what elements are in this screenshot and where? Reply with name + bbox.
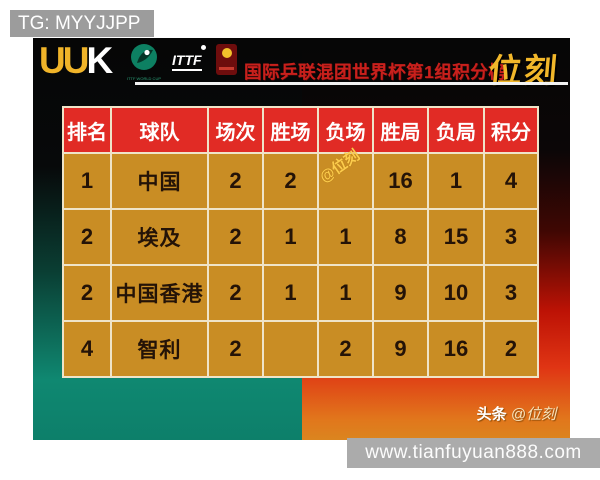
badge-medal-icon [221, 48, 232, 58]
credit-handle: @位刻 [510, 406, 556, 423]
red-badge-icon [216, 44, 237, 75]
footer-credit: 头条 @位刻 [477, 403, 556, 424]
table-cell-rank: 2 [64, 266, 110, 320]
table-cell: @位刻 [317, 147, 372, 208]
col-header-games-lost: 负局 [429, 108, 483, 152]
tg-label: TG: MYYJJPP [18, 12, 141, 34]
table-cell: 1 [264, 266, 317, 320]
table-cell-points: 2 [485, 322, 537, 376]
table-cell: 1 [264, 210, 317, 264]
table-cell: 10 [429, 266, 483, 320]
table-cell-team: 中国 [112, 154, 207, 208]
table-cell-rank: 1 [64, 154, 110, 208]
poster-title: 国际乒联混团世界杯第1组积分榜 [244, 62, 507, 82]
table-cell: 15 [429, 210, 483, 264]
worldcup-caption: ITTF WORLD CUP [127, 76, 161, 81]
table-cell: 2 [209, 322, 262, 376]
credit-source: 头条 [476, 406, 507, 423]
table-cell-team: 智利 [112, 322, 207, 376]
ittf-logo: ITTF [172, 45, 206, 71]
standings-table: 排名 球队 场次 胜场 负场 胜局 负局 积分 1 中国 2 2 @位刻 16 … [62, 106, 539, 378]
table-tennis-ball-icon [200, 45, 206, 50]
table-cell-points: 4 [485, 154, 537, 208]
uuk-logo: UUK [39, 40, 113, 82]
table-cell-rank: 4 [64, 322, 110, 376]
badge-text-strip [219, 67, 234, 70]
table-cell-rank: 2 [64, 210, 110, 264]
table-cell: 1 [319, 266, 372, 320]
table-cell: 1 [319, 210, 372, 264]
table-cell-points: 3 [485, 210, 537, 264]
col-header-points: 积分 [485, 108, 537, 152]
worldcup-circle-icon [131, 44, 157, 70]
table-cell: 2 [209, 154, 262, 208]
uuk-logo-white-part: K [86, 40, 113, 81]
table-cell-points: 3 [485, 266, 537, 320]
table-cell: 9 [374, 322, 427, 376]
col-header-losses: 负场 [319, 108, 372, 152]
poster-header: UUK ITTF WORLD CUP ITTF 国际乒联混团世界杯第1组积分榜 [33, 38, 570, 106]
col-header-rank: 排名 [64, 108, 110, 152]
table-cell: 2 [264, 154, 317, 208]
header-divider-line [135, 82, 568, 85]
table-cell: 2 [209, 266, 262, 320]
website-url: www.tianfuyuan888.com [365, 442, 582, 463]
website-bar: www.tianfuyuan888.com [347, 438, 600, 468]
col-header-wins: 胜场 [264, 108, 317, 152]
table-cell-team: 埃及 [112, 210, 207, 264]
uuk-logo-yellow-part: UU [39, 40, 89, 81]
ittf-worldcup-logo: ITTF WORLD CUP [126, 43, 162, 81]
col-header-games-won: 胜局 [374, 108, 427, 152]
col-header-matches: 场次 [209, 108, 262, 152]
table-cell: 1 [429, 154, 483, 208]
standings-poster: UUK ITTF WORLD CUP ITTF 国际乒联混团世界杯第1组积分榜 [33, 38, 570, 440]
table-cell: 8 [374, 210, 427, 264]
table-cell [264, 322, 317, 376]
tg-watermark-bar: TG: MYYJJPP [10, 10, 155, 37]
table-cell: 2 [319, 322, 372, 376]
table-cell: 16 [374, 154, 427, 208]
table-cell: 9 [374, 266, 427, 320]
table-cell: 2 [209, 210, 262, 264]
table-cell: 16 [429, 322, 483, 376]
table-cell-team: 中国香港 [112, 266, 207, 320]
ittf-logo-text: ITTF [172, 52, 202, 68]
col-header-team: 球队 [112, 108, 207, 152]
